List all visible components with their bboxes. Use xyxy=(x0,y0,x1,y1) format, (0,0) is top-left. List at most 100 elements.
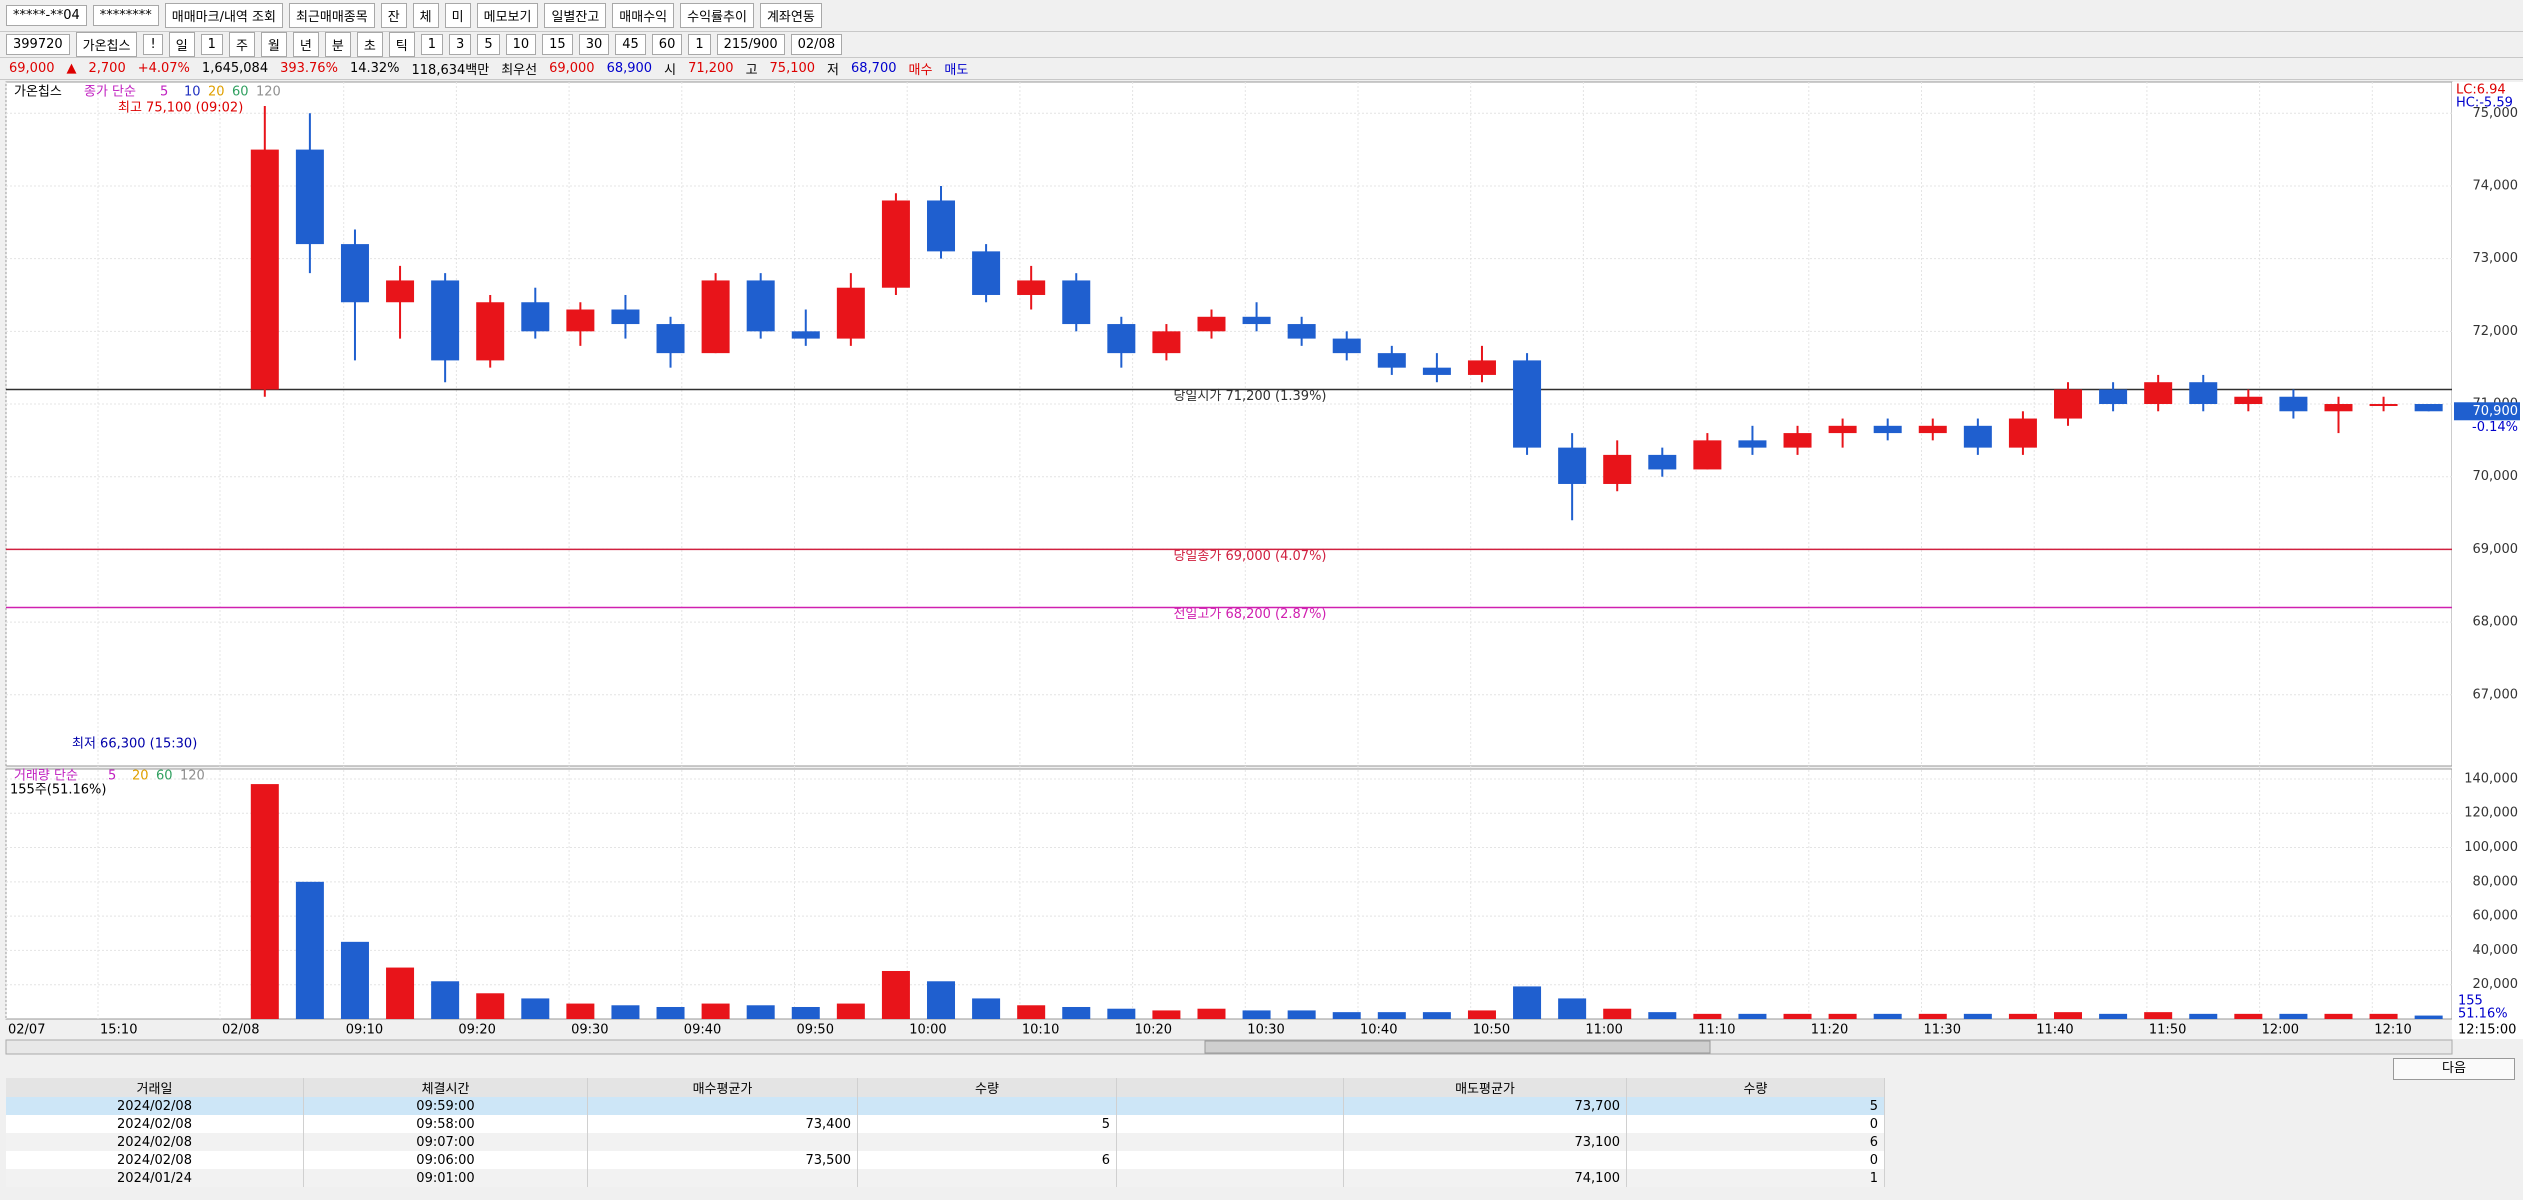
candle-body xyxy=(1963,425,1992,448)
y-tick-label: 80,000 xyxy=(2473,874,2519,889)
toolbar-button[interactable]: 3 xyxy=(449,34,472,55)
candle-body xyxy=(2054,389,2083,419)
y-tick-label: 68,000 xyxy=(2473,615,2519,630)
volume-bar xyxy=(1648,1012,1677,1019)
toolbar-button[interactable]: 1 xyxy=(688,34,711,55)
toolbar-button[interactable]: 45 xyxy=(615,34,646,55)
y-tick-label: 74,000 xyxy=(2473,178,2519,193)
time-label: 10:10 xyxy=(1022,1023,1059,1038)
volume-bar xyxy=(2144,1012,2173,1019)
table-row[interactable]: 2024/01/24 09:01:00 74,100 1 xyxy=(6,1169,1885,1187)
toolbar-button[interactable]: 일 xyxy=(168,32,195,57)
toolbar-button[interactable]: ******** xyxy=(92,5,159,26)
volume-bar xyxy=(1693,1013,1722,1019)
toolbar-button[interactable]: 02/08 xyxy=(790,34,843,55)
toolbar-button[interactable]: 1 xyxy=(420,34,444,55)
toolbar-button[interactable]: 15 xyxy=(542,34,573,55)
toolbar-button[interactable]: 10 xyxy=(505,34,537,55)
volume-bar xyxy=(250,784,279,1019)
volume-bar xyxy=(1332,1012,1361,1019)
volume-period: 60 xyxy=(156,769,173,784)
volume-bar xyxy=(2369,1013,2398,1019)
candle-body xyxy=(791,331,820,339)
volume-period: 20 xyxy=(132,769,149,784)
candle-body xyxy=(476,302,505,361)
y-tick-label: 72,000 xyxy=(2473,324,2519,339)
volume-bar xyxy=(1017,1005,1046,1019)
toolbar-button[interactable]: 주 xyxy=(228,32,255,57)
toolbar-button[interactable]: *****-**04 xyxy=(6,5,87,26)
toolbar-button[interactable]: 미 xyxy=(444,3,471,28)
toolbar-button[interactable]: 가온칩스 xyxy=(75,32,138,57)
table-cell: 73,500 xyxy=(587,1151,858,1169)
toolbar-button[interactable]: 60 xyxy=(651,34,683,55)
table-cell: 2024/02/08 xyxy=(6,1151,304,1169)
volume-bar xyxy=(2414,1015,2443,1019)
volume-bar xyxy=(1197,1008,1226,1019)
volume-bar xyxy=(386,967,415,1019)
time-label: 11:50 xyxy=(2149,1023,2186,1038)
toolbar-button[interactable]: 초 xyxy=(356,32,383,57)
toolbar-button[interactable]: 399720 xyxy=(6,34,70,55)
volume-bar xyxy=(521,998,550,1019)
y-tick-label: 20,000 xyxy=(2473,977,2519,992)
quote-field: 1,645,084 xyxy=(201,61,269,76)
y-tick-label: 60,000 xyxy=(2473,909,2519,924)
table-cell: 09:59:00 xyxy=(303,1097,588,1115)
toolbar-button[interactable]: 수익률추이 xyxy=(680,3,754,28)
toolbar-button[interactable]: 메모보기 xyxy=(476,3,539,28)
table-cell xyxy=(1116,1169,1344,1187)
toolbar-button[interactable]: 계좌연동 xyxy=(759,3,822,28)
table-row[interactable]: 2024/02/08 09:06:00 73,500 6 0 xyxy=(6,1151,1885,1169)
volume-bar xyxy=(476,993,505,1019)
toolbar-button[interactable]: 월 xyxy=(260,32,287,57)
toolbar-button[interactable]: ! xyxy=(143,34,163,55)
volume-ratio: 51.16% xyxy=(2458,1007,2508,1022)
toolbar-button[interactable]: 일별잔고 xyxy=(544,3,607,28)
ma-period: 120 xyxy=(256,85,281,100)
candle-body xyxy=(250,149,279,390)
quote-field: 118,634백만 xyxy=(411,63,490,78)
candle-body xyxy=(1062,280,1091,325)
toolbar-button[interactable]: 5 xyxy=(477,34,500,55)
volume-bar xyxy=(1062,1006,1091,1019)
y-tick-label: 40,000 xyxy=(2473,943,2519,958)
toolbar-button[interactable]: 매매수익 xyxy=(612,3,675,28)
candle-body xyxy=(1377,353,1406,368)
volume-label: 거래량 단순 xyxy=(14,769,78,784)
toolbar-top: *****-**04 ******** 매매마크/내역 조회 최근매매종목 잔 체 미 메모보… xyxy=(0,0,2523,32)
toolbar-button[interactable]: 분 xyxy=(324,32,351,57)
toolbar-period: 399720 가온칩스! 일 1 주 월 년 분 초 틱 1 3 5 10 15 30 45 60 1 215/900… xyxy=(0,32,2523,58)
candle-body xyxy=(1152,331,1181,354)
time-label: 09:30 xyxy=(571,1023,608,1038)
table-row[interactable]: 2024/02/08 09:58:00 73,400 5 0 xyxy=(6,1115,1885,1133)
ma-period: 60 xyxy=(232,85,249,100)
toolbar-button[interactable]: 체 xyxy=(412,3,439,28)
quote-field: 393.76% xyxy=(280,61,338,76)
header-cell: 거래일 xyxy=(6,1078,304,1097)
toolbar-button[interactable]: 215/900 xyxy=(716,34,785,55)
table-cell: 73,400 xyxy=(587,1115,858,1133)
volume-period: 5 xyxy=(108,769,116,784)
toolbar-button[interactable]: 년 xyxy=(292,32,319,57)
table-row[interactable]: 2024/02/08 09:59:00 73,700 5 xyxy=(6,1097,1885,1115)
time-label: 10:50 xyxy=(1473,1023,1510,1038)
toolbar-button[interactable]: 최근매매종목 xyxy=(288,3,375,28)
table-cell xyxy=(1116,1097,1344,1115)
toolbar-button[interactable]: 1 xyxy=(200,34,223,55)
toolbar-button[interactable]: 잔 xyxy=(380,3,407,28)
volume-bar xyxy=(1873,1013,1902,1019)
candle-body xyxy=(566,309,595,332)
volume-period: 120 xyxy=(180,769,205,784)
quote-field: 69,000 xyxy=(549,61,595,76)
chart: 02/07 15:10 02/08 09:10 09:20 09:30 09:40 09:50… xyxy=(5,81,2523,1055)
next-button[interactable]: 다음 xyxy=(2393,1058,2515,1080)
table-cell: 74,100 xyxy=(1343,1169,1627,1187)
table-row[interactable]: 2024/02/08 09:07:00 73,100 6 xyxy=(6,1133,1885,1151)
volume-bar xyxy=(1918,1013,1947,1019)
toolbar-button[interactable]: 30 xyxy=(578,34,610,55)
scroll-thumb xyxy=(1204,1040,1711,1054)
candle-body xyxy=(2144,382,2173,405)
toolbar-button[interactable]: 매매마크/내역 조회 xyxy=(164,3,283,28)
toolbar-button[interactable]: 틱 xyxy=(388,32,415,57)
